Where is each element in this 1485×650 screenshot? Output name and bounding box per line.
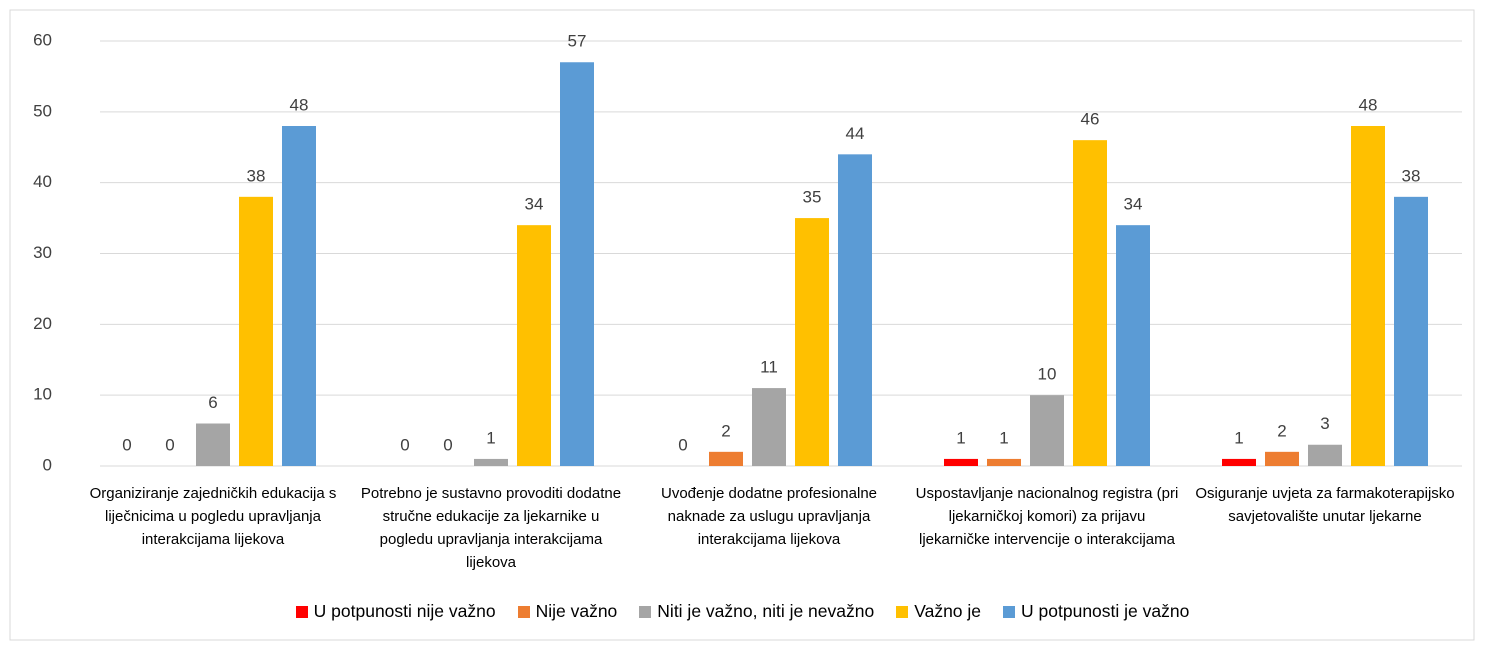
bar (1265, 451, 1299, 466)
legend-item: Niti je važno, niti je nevažno (639, 601, 874, 622)
bar (987, 458, 1021, 466)
legend-label: U potpunosti je važno (1021, 601, 1190, 621)
bar (1308, 444, 1342, 466)
y-tick-label: 30 (33, 243, 52, 262)
legend-swatch (1003, 605, 1016, 618)
data-label: 10 (1038, 365, 1057, 384)
data-label: 6 (208, 393, 217, 412)
bar (1073, 140, 1107, 466)
data-label: 0 (678, 435, 687, 454)
legend-swatch (639, 605, 652, 618)
legend-swatch (295, 605, 308, 618)
data-label: 35 (803, 188, 822, 207)
data-label: 0 (122, 435, 131, 454)
data-label: 2 (721, 421, 730, 440)
data-label: 11 (760, 358, 778, 377)
data-label: 1 (1234, 428, 1243, 447)
data-label: 0 (165, 435, 174, 454)
legend-item: Važno je (896, 601, 981, 622)
data-label: 1 (486, 428, 495, 447)
x-tick-label: Organiziranje zajedničkih edukacija s li… (89, 485, 337, 548)
legend-item: U potpunosti je važno (1003, 601, 1189, 622)
bar (517, 225, 551, 466)
y-tick-label: 60 (33, 30, 52, 49)
bar (1222, 458, 1256, 466)
bar (795, 218, 829, 466)
y-tick-label: 0 (43, 455, 52, 474)
legend-label: Nije važno (535, 601, 618, 621)
bar (752, 388, 786, 466)
bar (560, 62, 594, 466)
data-label: 3 (1320, 414, 1329, 433)
x-tick-label: Osiguranje uvjeta za farmakoterapijsko s… (1195, 485, 1455, 525)
data-label: 1 (999, 428, 1008, 447)
x-tick-label: Potrebno je sustavno provoditi dodatne s… (360, 485, 622, 571)
bar (944, 458, 978, 466)
bar (838, 154, 872, 467)
x-tick-label: Uvođenje dodatne profesionalne naknade z… (661, 485, 877, 548)
bar (1394, 196, 1428, 467)
legend-label: Niti je važno, niti je nevažno (657, 601, 875, 621)
data-label: 44 (846, 124, 865, 143)
data-label: 0 (443, 435, 452, 454)
bar (1030, 395, 1064, 466)
data-label: 38 (247, 166, 266, 185)
bar (282, 126, 316, 466)
x-tick-label: Uspostavljanje nacionalnog registra (pri… (915, 485, 1179, 548)
data-label: 48 (290, 95, 309, 114)
legend-label: U potpunosti nije važno (313, 601, 496, 621)
data-label: 57 (568, 32, 587, 51)
y-tick-label: 40 (33, 172, 52, 191)
data-label: 46 (1081, 110, 1100, 129)
legend-item: U potpunosti nije važno (295, 601, 496, 622)
data-label: 2 (1277, 421, 1286, 440)
legend-label: Važno je (914, 601, 982, 621)
data-label: 48 (1359, 95, 1378, 114)
bar (1116, 225, 1150, 466)
data-label: 1 (956, 428, 965, 447)
data-label: 38 (1402, 166, 1421, 185)
legend-swatch (517, 605, 530, 618)
bar (239, 196, 273, 467)
legend-item: Nije važno (517, 601, 618, 622)
bar (196, 423, 230, 466)
bar (474, 458, 508, 466)
bar (709, 451, 743, 466)
y-tick-label: 50 (33, 101, 52, 120)
data-label: 34 (525, 195, 544, 214)
bar (1351, 126, 1385, 466)
y-tick-label: 10 (33, 385, 52, 404)
y-tick-label: 20 (33, 314, 52, 333)
chart-border (9, 9, 1475, 641)
data-label: 0 (400, 435, 409, 454)
legend-swatch (896, 605, 909, 618)
data-label: 34 (1124, 195, 1143, 214)
legend: U potpunosti nije važno Nije važno Niti je… (0, 601, 1485, 622)
